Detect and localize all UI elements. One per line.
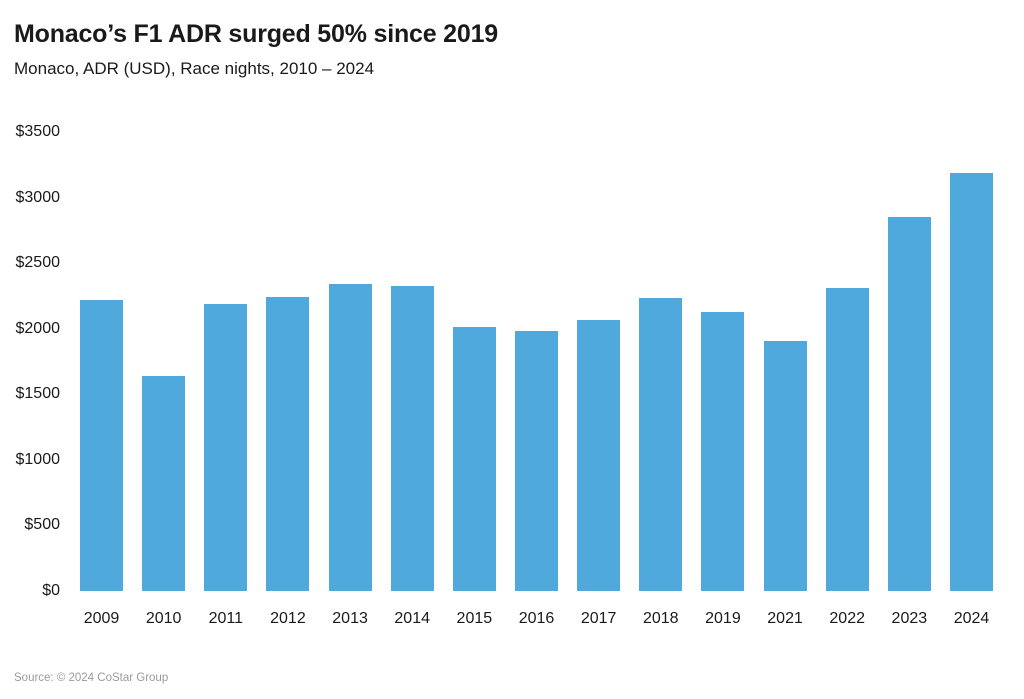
bar-2012 (266, 296, 310, 591)
bar-2023 (887, 216, 931, 591)
bar-2010 (142, 375, 186, 591)
x-tick-label-2015: 2015 (456, 610, 493, 627)
y-tick-label: $500 (24, 516, 60, 534)
source-note: Source: © 2024 CoStar Group (14, 672, 169, 684)
bar-2022 (825, 288, 869, 591)
y-tick-label: $3000 (15, 188, 61, 206)
bar-2024 (950, 173, 993, 591)
bar-2016 (515, 331, 558, 591)
x-tick-label-2018: 2018 (642, 610, 679, 627)
x-tick-label-2022: 2022 (829, 610, 865, 627)
bar-2014 (390, 286, 434, 591)
x-tick-label-2023: 2023 (891, 610, 928, 627)
y-tick-label: $3500 (15, 123, 61, 140)
bar-2011 (204, 304, 248, 591)
bar-2009 (80, 299, 123, 591)
x-tick-label-2012: 2012 (270, 610, 306, 627)
plot-area: $0 $500 $1000 $1500 $2000 $2500 $3000 $3500 2009… (16, 124, 993, 627)
chart-subtitle: Monaco, ADR (USD), Race nights, 2010 – 2… (14, 59, 375, 78)
bar-2013 (328, 284, 372, 591)
y-tick-label: $0 (42, 582, 60, 599)
x-tick-label-2021: 2021 (767, 610, 803, 627)
x-tick-label-2014: 2014 (394, 610, 430, 627)
x-tick-label-2019: 2019 (705, 610, 741, 627)
x-tick-label-2016: 2016 (518, 610, 555, 627)
y-tick-label: $2500 (15, 254, 61, 272)
bar-2015 (452, 327, 496, 591)
bar-2018 (639, 297, 683, 591)
bar-2019 (701, 312, 745, 591)
x-tick-label-2013: 2013 (332, 610, 368, 627)
chart-title: Monaco’s F1 ADR surged 50% since 2019 (14, 20, 498, 48)
bar-2021 (763, 341, 807, 591)
bar-2017 (577, 319, 621, 591)
y-tick-label: $2000 (15, 319, 61, 337)
x-tick-label-2010: 2010 (145, 610, 182, 627)
x-tick-label-2009: 2009 (83, 610, 120, 627)
x-tick-label-2017: 2017 (580, 610, 617, 627)
y-tick-label: $1500 (15, 385, 61, 403)
x-tick-label-2024: 2024 (953, 610, 990, 627)
x-tick-label-2011: 2011 (208, 610, 243, 627)
y-tick-label: $1000 (15, 450, 61, 468)
